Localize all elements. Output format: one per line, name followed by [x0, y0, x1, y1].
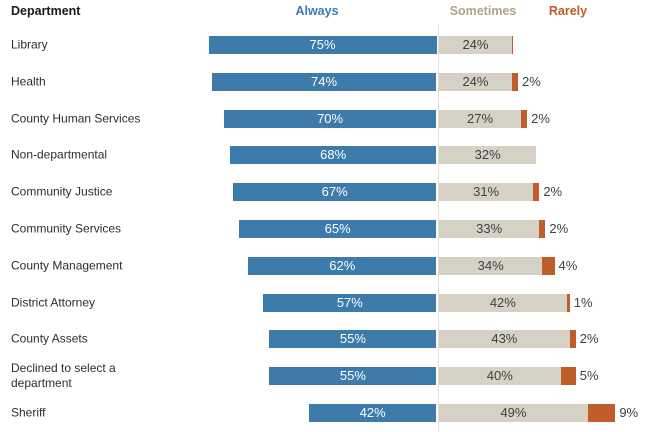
department-label: Library	[11, 37, 48, 52]
sometimes-value-label: 43%	[491, 331, 518, 347]
sometimes-bar-segment[interactable]: 33%	[439, 220, 540, 238]
sometimes-bar-segment[interactable]: 43%	[439, 330, 570, 349]
rarely-bar-segment[interactable]	[587, 404, 616, 422]
always-bar-segment[interactable]: 62%	[248, 256, 437, 275]
rarely-value-label: 4%	[558, 257, 578, 273]
sometimes-bar-segment[interactable]: 40%	[439, 367, 561, 386]
sometimes-bar-segment[interactable]: 32%	[439, 146, 537, 165]
sometimes-bar-segment[interactable]: 24%	[439, 72, 512, 91]
chart-row: County Human Services 70% 27% 2%	[0, 109, 648, 128]
always-value-label: 55%	[339, 331, 366, 347]
always-value-label: 70%	[317, 110, 344, 126]
always-bar-segment[interactable]: 67%	[232, 183, 437, 202]
always-value-label: 68%	[320, 147, 347, 163]
chart-row: Community Services 65% 33% 2%	[0, 220, 648, 238]
sometimes-value-label: 42%	[489, 294, 516, 310]
department-label: Sheriff	[11, 405, 46, 420]
rarely-bar-segment[interactable]	[560, 367, 576, 386]
sometimes-bar-segment[interactable]: 31%	[439, 183, 534, 202]
rarely-value-label: 9%	[619, 405, 639, 420]
chart-row: Sheriff 42% 49% 9%	[0, 404, 648, 422]
rarely-bar-segment[interactable]	[511, 36, 514, 54]
rarely-value-label: 1%	[573, 294, 593, 310]
rarely-bar-segment[interactable]	[569, 330, 576, 349]
always-value-label: 65%	[324, 221, 351, 236]
sometimes-bar-segment[interactable]: 34%	[439, 256, 543, 275]
chart-row: Library 75% 24%	[0, 36, 648, 54]
sometimes-bar-segment[interactable]: 49%	[439, 404, 588, 422]
rarely-bar-segment[interactable]	[566, 293, 570, 312]
sometimes-value-label: 32%	[474, 147, 501, 163]
always-bar-segment[interactable]: 55%	[269, 367, 437, 386]
department-label: County Human Services	[11, 111, 141, 126]
department-label: Non-departmental	[11, 147, 108, 162]
always-bar-segment[interactable]: 75%	[208, 36, 437, 54]
chart-row: Declined to select a department 55% 40% …	[0, 361, 648, 390]
always-value-label: 74%	[310, 73, 338, 89]
rarely-value-label: 2%	[549, 221, 569, 236]
always-value-label: 62%	[329, 257, 356, 273]
sometimes-value-label: 27%	[467, 110, 494, 126]
always-value-label: 42%	[359, 405, 386, 420]
always-value-label: 55%	[339, 368, 366, 384]
department-label: Community Services	[11, 221, 122, 236]
axis-divider-line	[438, 24, 439, 432]
always-bar-segment[interactable]: 65%	[238, 220, 437, 238]
chart-row: Health 74% 24% 2%	[0, 72, 648, 91]
rarely-bar-segment[interactable]	[539, 220, 546, 238]
always-bar-segment[interactable]: 42%	[308, 404, 437, 422]
chart-row: Community Justice 67% 31% 2%	[0, 183, 648, 202]
legend-always: Always	[295, 4, 339, 18]
rarely-value-label: 2%	[531, 110, 550, 126]
rarely-value-label: 2%	[579, 331, 599, 347]
rarely-bar-segment[interactable]	[542, 256, 555, 275]
always-bar-segment[interactable]: 68%	[229, 146, 437, 165]
rarely-bar-segment[interactable]	[533, 183, 540, 202]
sometimes-value-label: 34%	[477, 257, 504, 273]
rarely-value-label: 2%	[543, 184, 563, 200]
sometimes-value-label: 40%	[486, 368, 513, 384]
always-bar-segment[interactable]: 70%	[223, 109, 437, 128]
department-label: County Assets	[11, 331, 88, 346]
rarely-value-label: 5%	[579, 368, 599, 384]
sometimes-value-label: 49%	[500, 405, 527, 420]
always-bar-segment[interactable]: 57%	[263, 293, 437, 312]
department-label: District Attorney	[11, 295, 96, 310]
always-bar-segment[interactable]: 74%	[211, 72, 437, 91]
department-label: Declined to select a department	[11, 361, 116, 391]
sometimes-value-label: 24%	[462, 73, 489, 89]
rarely-value-label: 2%	[522, 73, 541, 89]
column-header-department: Department	[11, 4, 81, 18]
legend-rarely: Rarely	[548, 4, 588, 18]
always-value-label: 67%	[321, 184, 348, 200]
rarely-bar-segment[interactable]	[521, 109, 528, 128]
rarely-bar-segment[interactable]	[511, 72, 519, 91]
sometimes-bar-segment[interactable]: 24%	[439, 36, 512, 54]
chart-row: District Attorney 57% 42% 1%	[0, 293, 648, 312]
always-bar-segment[interactable]: 55%	[269, 330, 437, 349]
sometimes-bar-segment[interactable]: 27%	[439, 109, 522, 128]
department-label: County Management	[11, 258, 123, 273]
sometimes-value-label: 31%	[473, 184, 500, 200]
legend-sometimes: Sometimes	[449, 4, 517, 18]
department-label: Health	[11, 74, 46, 89]
sometimes-value-label: 24%	[462, 37, 489, 52]
always-value-label: 57%	[336, 294, 363, 310]
chart-row: County Assets 55% 43% 2%	[0, 330, 648, 349]
department-label: Community Justice	[11, 184, 113, 199]
chart-row: County Management 62% 34% 4%	[0, 256, 648, 275]
chart-row: Non-departmental 68% 32%	[0, 146, 648, 165]
sometimes-bar-segment[interactable]: 42%	[439, 293, 567, 312]
always-value-label: 75%	[309, 37, 336, 52]
sometimes-value-label: 33%	[476, 221, 503, 236]
